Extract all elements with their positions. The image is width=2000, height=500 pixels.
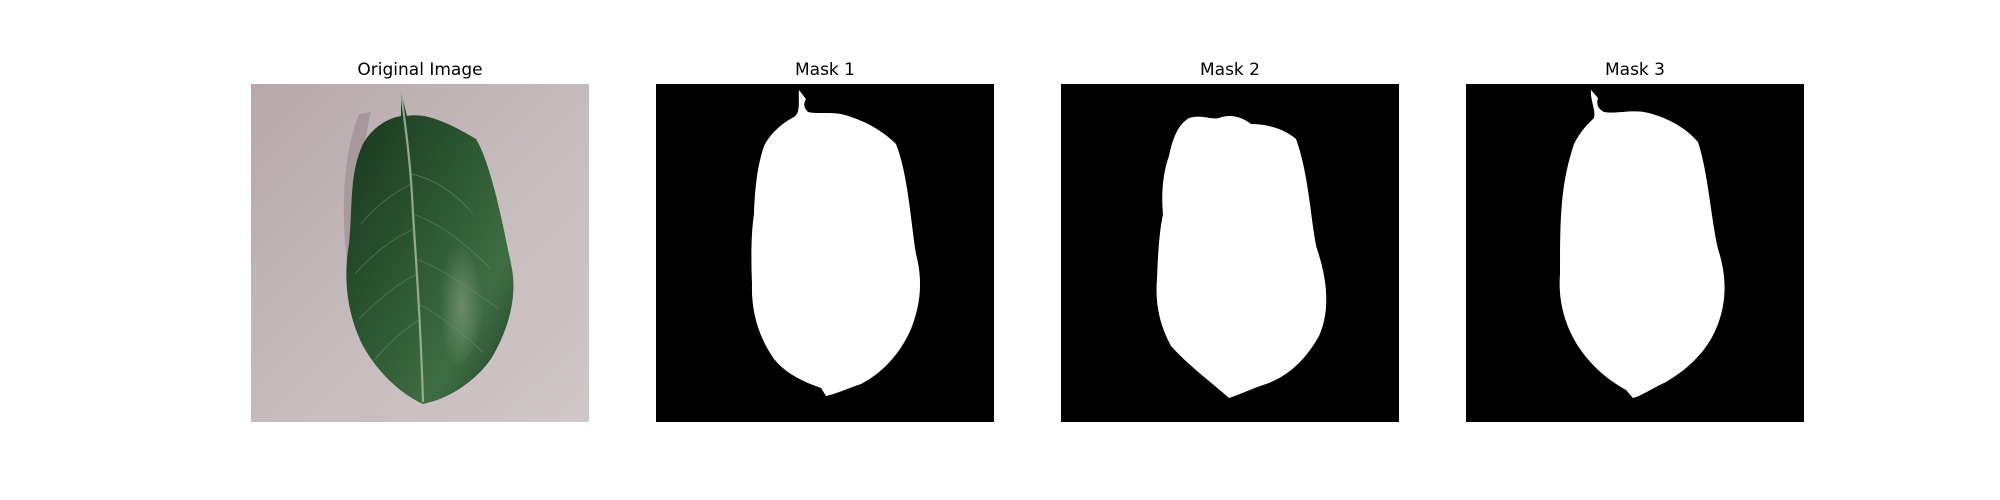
panel-title: Mask 3 — [1604, 60, 1665, 80]
mask-foreground — [751, 90, 921, 396]
mask-foreground — [1156, 116, 1327, 398]
mask-foreground — [1559, 90, 1725, 398]
mask-3-image — [1466, 84, 1804, 422]
panel-mask-3: Mask 3 — [1466, 57, 1804, 422]
panel-mask-2: Mask 2 — [1061, 57, 1399, 422]
panel-mask-1: Mask 1 — [656, 57, 994, 422]
panel-title: Original Image — [357, 60, 483, 80]
panel-original-image: Original Image — [251, 57, 589, 422]
mask-2-image — [1061, 84, 1399, 422]
leaf-highlight — [421, 204, 483, 389]
panel-title: Mask 1 — [794, 60, 855, 80]
original-leaf-photo — [251, 84, 589, 422]
mask-1-image — [656, 84, 994, 422]
leaf-side-veins — [354, 173, 500, 363]
panel-title: Mask 2 — [1199, 60, 1260, 80]
